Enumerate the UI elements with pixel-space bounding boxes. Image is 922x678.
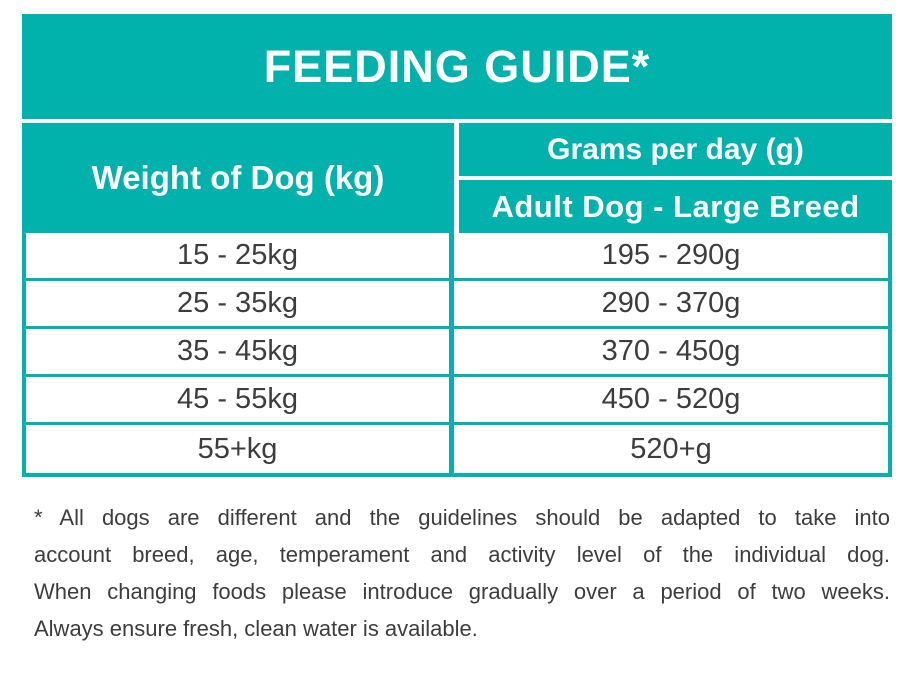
footnote-line: Always ensure fresh, clean water is avai… <box>34 616 478 641</box>
weight-cell: 25 - 35kg <box>26 281 454 326</box>
weight-cell: 15 - 25kg <box>26 233 454 278</box>
grams-cell: 450 - 520g <box>454 377 888 422</box>
breed-subheader: Adult Dog - Large Breed <box>459 180 892 233</box>
weight-cell: 55+kg <box>26 425 454 473</box>
table-row: 35 - 45kg 370 - 450g <box>26 329 888 377</box>
table-row: 15 - 25kg 195 - 290g <box>26 233 888 281</box>
table-row: 55+kg 520+g <box>26 425 888 473</box>
table-row: 45 - 55kg 450 - 520g <box>26 377 888 425</box>
weight-column-header: Weight of Dog (kg) <box>22 123 454 233</box>
feeding-guide-page: FEEDING GUIDE* Weight of Dog (kg) Grams … <box>0 14 922 678</box>
grams-column-header-group: Grams per day (g) Adult Dog - Large Bree… <box>459 123 892 233</box>
page-title: FEEDING GUIDE* <box>263 40 651 92</box>
grams-cell: 290 - 370g <box>454 281 888 326</box>
table-body: 15 - 25kg 195 - 290g 25 - 35kg 290 - 370… <box>22 233 892 477</box>
grams-cell: 370 - 450g <box>454 329 888 374</box>
weight-cell: 35 - 45kg <box>26 329 454 374</box>
footnote-line: When changing foods please introduce gra… <box>34 579 890 604</box>
grams-cell: 520+g <box>454 425 888 473</box>
footnote-line: account breed, age, temperament and acti… <box>34 542 890 567</box>
weight-cell: 45 - 55kg <box>26 377 454 422</box>
grams-column-header: Grams per day (g) <box>459 123 892 176</box>
feeding-guide-banner: FEEDING GUIDE* <box>22 14 892 119</box>
footnote: * All dogs are different and the guideli… <box>34 499 890 647</box>
table-header: Weight of Dog (kg) Grams per day (g) Adu… <box>22 123 892 233</box>
footnote-line: * All dogs are different and the guideli… <box>34 505 890 530</box>
grams-cell: 195 - 290g <box>454 233 888 278</box>
table-row: 25 - 35kg 290 - 370g <box>26 281 888 329</box>
